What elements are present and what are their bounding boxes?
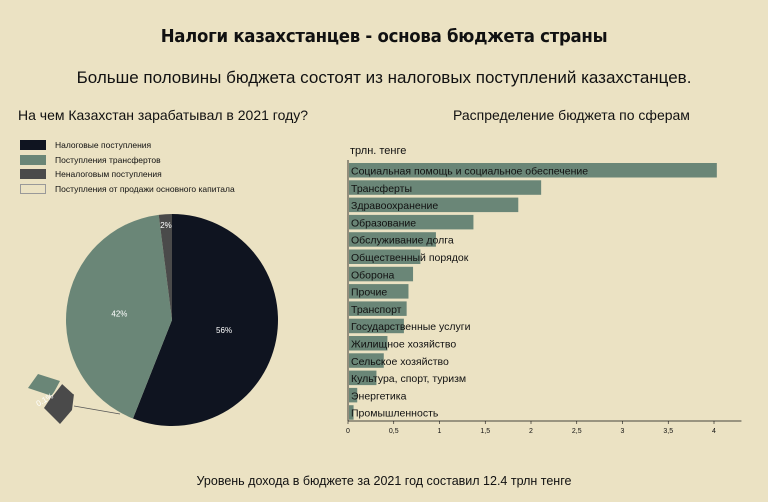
- x-tick-label-7: 3,5: [663, 428, 673, 435]
- bar-3: [349, 214, 474, 230]
- bar-12: [349, 370, 377, 386]
- bar-label-3: Образование: [351, 217, 416, 229]
- bar-1: [349, 180, 542, 195]
- page-title: Налоги казахстанцев - основа бюджета стр…: [160, 26, 608, 47]
- legend-label-transfer: Поступления трансфертов: [55, 154, 161, 165]
- pie-label-1: 42%: [111, 309, 127, 318]
- legend-label-capital: Поступления от продажи основного капитал…: [55, 183, 235, 194]
- bar-label-9: Государственные услуги: [351, 321, 471, 333]
- legend-label-tax: Налоговые поступления: [55, 140, 152, 151]
- x-tick-label-4: 2: [529, 428, 533, 435]
- bar-label-6: Оборона: [351, 269, 394, 281]
- pie-slice-1: [66, 214, 172, 419]
- breakout-separator: [51, 381, 75, 397]
- bar-label-0: Социальная помощь и социальное обеспечен…: [351, 166, 588, 178]
- bar-label-14: Промышленность: [351, 408, 439, 420]
- bar-chart-title: Распределение бюджета по сферам: [453, 107, 690, 123]
- legend-item-transfer: Поступления трансфертов: [20, 153, 235, 168]
- legend-swatch-nontax: [20, 169, 46, 180]
- bar-8: [349, 301, 407, 316]
- x-tick-label-3: 1,5: [480, 428, 490, 435]
- pie-chart-title: На чем Казахстан зарабатывал в 2021 году…: [18, 107, 309, 123]
- bar-10: [349, 336, 388, 351]
- pie-legend: Налоговые поступления Поступления трансф…: [20, 138, 235, 196]
- legend-item-capital: Поступления от продажи основного капитал…: [20, 182, 235, 197]
- bar-9: [349, 318, 404, 334]
- pie-slice-2: [158, 214, 172, 320]
- bar-label-7: Прочие: [351, 287, 387, 299]
- legend-swatch-transfer: [20, 154, 46, 165]
- breakout-slice-0: [28, 374, 60, 396]
- pie-label-0: 56%: [216, 326, 232, 335]
- bar-label-5: Общественный порядок: [351, 252, 469, 264]
- bar-unit-label: трлн. тенге: [350, 145, 407, 157]
- x-tick-label-5: 2,5: [572, 428, 582, 435]
- x-tick-label-1: 0,5: [389, 428, 399, 435]
- pie-slice-0: [132, 214, 279, 426]
- bar-label-13: Энергетика: [351, 390, 407, 402]
- legend-swatch-tax: [20, 140, 46, 151]
- bar-label-10: Жилищное хозяйство: [351, 339, 456, 351]
- bar-6: [349, 266, 414, 282]
- legend-item-tax: Налоговые поступления: [20, 138, 235, 153]
- breakout-slice-1: [44, 383, 74, 424]
- legend-label-nontax: Неналоговым поступления: [55, 169, 162, 180]
- bar-7: [349, 284, 409, 299]
- x-tick-label-0: 0: [346, 428, 350, 435]
- pie-label-2: 2%: [160, 221, 172, 230]
- bar-label-2: Здравоохранение: [351, 200, 438, 212]
- bar-2: [349, 197, 519, 213]
- breakout-connector: [73, 405, 121, 415]
- footer-note: Уровень дохода в бюджете за 2021 год сос…: [196, 474, 572, 488]
- bar-11: [349, 353, 384, 368]
- bar-0: [349, 163, 717, 178]
- x-tick-label-8: 4: [712, 428, 716, 435]
- legend-swatch-capital: [20, 183, 46, 194]
- bar-14: [349, 405, 354, 420]
- x-tick-label-6: 3: [621, 428, 625, 435]
- legend-item-nontax: Неналоговым поступления: [20, 167, 235, 182]
- bar-label-4: Обслуживание долга: [351, 235, 454, 247]
- bar-label-1: Трансферты: [351, 183, 412, 195]
- bar-label-12: Культура, спорт, туризм: [351, 373, 466, 385]
- bar-label-8: Транспорт: [351, 304, 402, 316]
- bar-4: [349, 232, 436, 247]
- bar-5: [349, 249, 421, 264]
- bar-13: [349, 387, 358, 403]
- x-tick-label-2: 1: [438, 428, 442, 435]
- page-subtitle: Больше половины бюджета состоят из налог…: [76, 68, 692, 87]
- bar-label-11: Сельское хозяйство: [351, 356, 449, 368]
